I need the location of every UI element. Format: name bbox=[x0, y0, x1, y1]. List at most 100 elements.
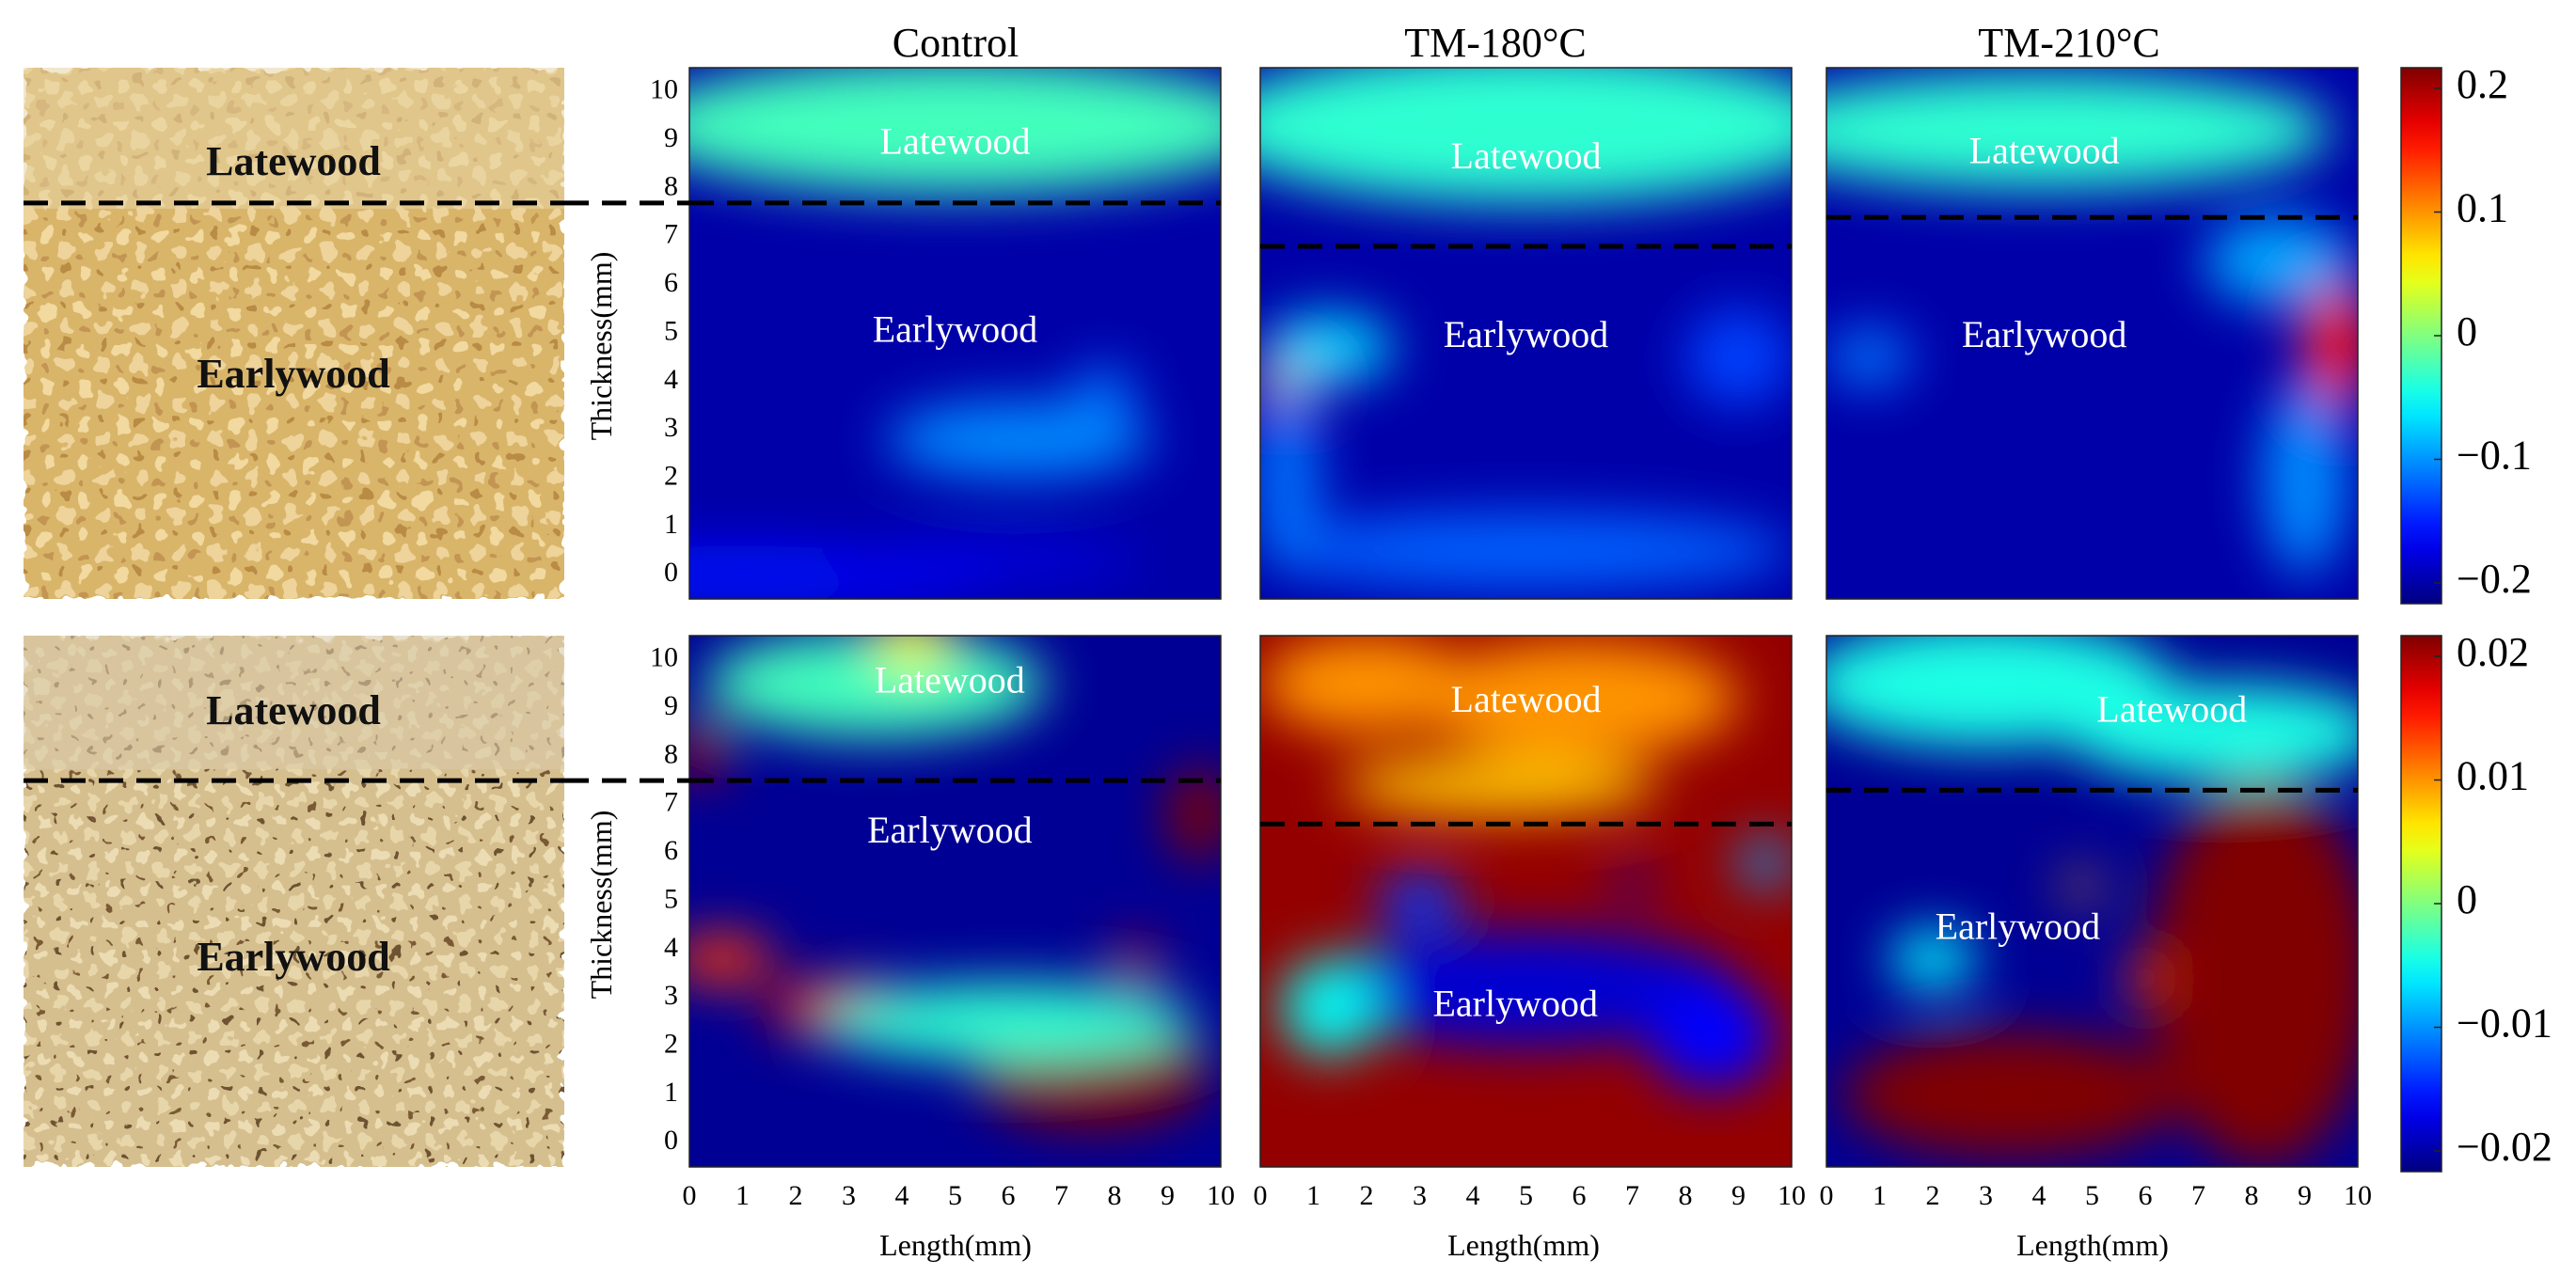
heatmap-blob bbox=[2304, 275, 2358, 411]
panel-frame bbox=[1825, 635, 2359, 1168]
heatmap-panel bbox=[689, 636, 1221, 1167]
x-tick-label: 2 bbox=[1926, 1180, 1940, 1211]
heatmap-blob bbox=[705, 636, 1046, 737]
x-tick-label: 9 bbox=[1161, 1180, 1175, 1211]
x-tick-label: 7 bbox=[1625, 1180, 1639, 1211]
colorbar-tick-label: −0.02 bbox=[2457, 1124, 2552, 1170]
x-tick-label: 5 bbox=[2085, 1180, 2099, 1211]
x-tick-label: 10 bbox=[1778, 1180, 1806, 1211]
colorbar-tick-label: 0 bbox=[2457, 876, 2477, 922]
heatmap-blob bbox=[689, 68, 1221, 194]
region-label: Latewood bbox=[1451, 134, 1602, 177]
heatmap-panel bbox=[689, 68, 1221, 599]
x-tick-label: 0 bbox=[1254, 1180, 1268, 1211]
x-axis-label-control: Length(mm) bbox=[879, 1228, 1032, 1262]
heatmap-blob bbox=[1419, 640, 1739, 757]
heatmap-blob bbox=[1377, 872, 1462, 931]
heatmap-blob bbox=[2204, 217, 2353, 305]
colorbar bbox=[2400, 635, 2442, 1173]
heatmap-blob bbox=[886, 401, 1152, 479]
heatmap-field bbox=[1260, 636, 1792, 1090]
heatmap-blob bbox=[1685, 308, 1792, 406]
x-tick-label: 2 bbox=[789, 1180, 803, 1211]
colorbar-tick-label: 0.1 bbox=[2457, 185, 2508, 231]
y-tick-label: 7 bbox=[664, 219, 678, 250]
heatmap-blob bbox=[1260, 512, 1792, 590]
x-tick-label: 8 bbox=[2245, 1180, 2259, 1211]
region-label: Earlywood bbox=[1936, 905, 2101, 947]
x-tick-label: 1 bbox=[1306, 1180, 1320, 1211]
heatmap-blob bbox=[1738, 838, 1792, 888]
heatmap-blob bbox=[1889, 930, 1976, 988]
x-tick-label: 3 bbox=[1979, 1180, 1993, 1211]
x-tick-label: 0 bbox=[683, 1180, 697, 1211]
heatmap-field bbox=[1826, 72, 2358, 575]
heatmap-blob bbox=[689, 935, 775, 984]
y-tick-label: 6 bbox=[664, 267, 678, 298]
y-tick-label: 9 bbox=[664, 690, 678, 721]
y-tick-label: 4 bbox=[664, 364, 678, 395]
heatmap-field bbox=[1826, 636, 2358, 1167]
panel-frame bbox=[1825, 67, 2359, 600]
x-tick-label: 3 bbox=[842, 1180, 856, 1211]
heatmap-blob bbox=[689, 722, 727, 781]
heatmap-blob bbox=[1648, 983, 1777, 1090]
y-tick-label: 0 bbox=[664, 1125, 678, 1156]
heatmap-blob bbox=[2150, 780, 2358, 1167]
y-tick-label: 6 bbox=[664, 835, 678, 866]
x-tick-label: 6 bbox=[1572, 1180, 1587, 1211]
x-tick-label: 1 bbox=[735, 1180, 750, 1211]
x-tick-label: 5 bbox=[948, 1180, 962, 1211]
colorbar-tick-label: 0.2 bbox=[2457, 61, 2508, 107]
y-tick-label: 0 bbox=[664, 557, 678, 588]
photo-bottom-earlywood-label: Earlywood bbox=[197, 934, 389, 980]
heatmap-field bbox=[689, 68, 1221, 599]
y-tick-label: 5 bbox=[664, 315, 678, 346]
heatmap-blob bbox=[2065, 684, 2358, 781]
x-tick-label: 10 bbox=[1207, 1180, 1235, 1211]
photo-top-latewood-label: Latewood bbox=[206, 138, 381, 184]
colorbar-tick-label: 0.02 bbox=[2457, 629, 2529, 675]
y-axis-label-top: Thickness(mm) bbox=[584, 252, 618, 441]
colorbar-tick-label: −0.2 bbox=[2457, 556, 2532, 602]
heatmap-blob bbox=[1260, 68, 1792, 203]
panel-frame bbox=[688, 67, 1222, 600]
x-tick-label: 1 bbox=[1873, 1180, 1887, 1211]
x-tick-label: 3 bbox=[1413, 1180, 1427, 1211]
panel-frame bbox=[1259, 635, 1793, 1168]
x-tick-label: 2 bbox=[1360, 1180, 1374, 1211]
region-label: Latewood bbox=[880, 119, 1031, 162]
colorbar-tick-label: 0.01 bbox=[2457, 753, 2529, 799]
panel-frame bbox=[1259, 67, 1793, 600]
x-tick-label: 6 bbox=[2139, 1180, 2153, 1211]
x-tick-label: 4 bbox=[2032, 1180, 2047, 1211]
y-tick-label: 1 bbox=[664, 1077, 678, 1108]
photo-top: Latewood Earlywood bbox=[24, 68, 564, 599]
x-tick-label: 10 bbox=[2344, 1180, 2372, 1211]
photo-top-earlywood-label: Earlywood bbox=[197, 351, 389, 397]
photo-bottom-latewood-tint bbox=[24, 636, 564, 769]
region-label: Earlywood bbox=[873, 308, 1038, 351]
region-label: Latewood bbox=[875, 659, 1025, 701]
region-label: Earlywood bbox=[1444, 313, 1609, 355]
panel-frame bbox=[688, 635, 1222, 1168]
region-label: Earlywood bbox=[1962, 313, 2127, 355]
x-axis-label-tm210: Length(mm) bbox=[2016, 1228, 2169, 1262]
x-tick-label: 8 bbox=[1679, 1180, 1693, 1211]
heatmap-panel bbox=[1826, 636, 2358, 1167]
y-tick-label: 3 bbox=[664, 980, 678, 1011]
heatmap-field bbox=[689, 636, 1221, 1128]
y-tick-label: 7 bbox=[664, 787, 678, 818]
x-tick-label: 7 bbox=[1054, 1180, 1068, 1211]
heatmap-blob bbox=[1339, 756, 1659, 815]
heatmap-blob bbox=[1260, 636, 1473, 733]
x-tick-label: 7 bbox=[2191, 1180, 2205, 1211]
heatmap-blob bbox=[1260, 381, 1320, 575]
y-tick-label: 10 bbox=[650, 642, 678, 673]
heatmap-panel bbox=[1826, 68, 2358, 599]
y-axis-label-bottom: Thickness(mm) bbox=[584, 811, 618, 1000]
x-tick-label: 0 bbox=[1820, 1180, 1834, 1211]
colorbars: 0.2 0.1 0 −0.1 −0.2 0.02 0.01 0 −0.01 −0.02 bbox=[2400, 61, 2552, 1173]
